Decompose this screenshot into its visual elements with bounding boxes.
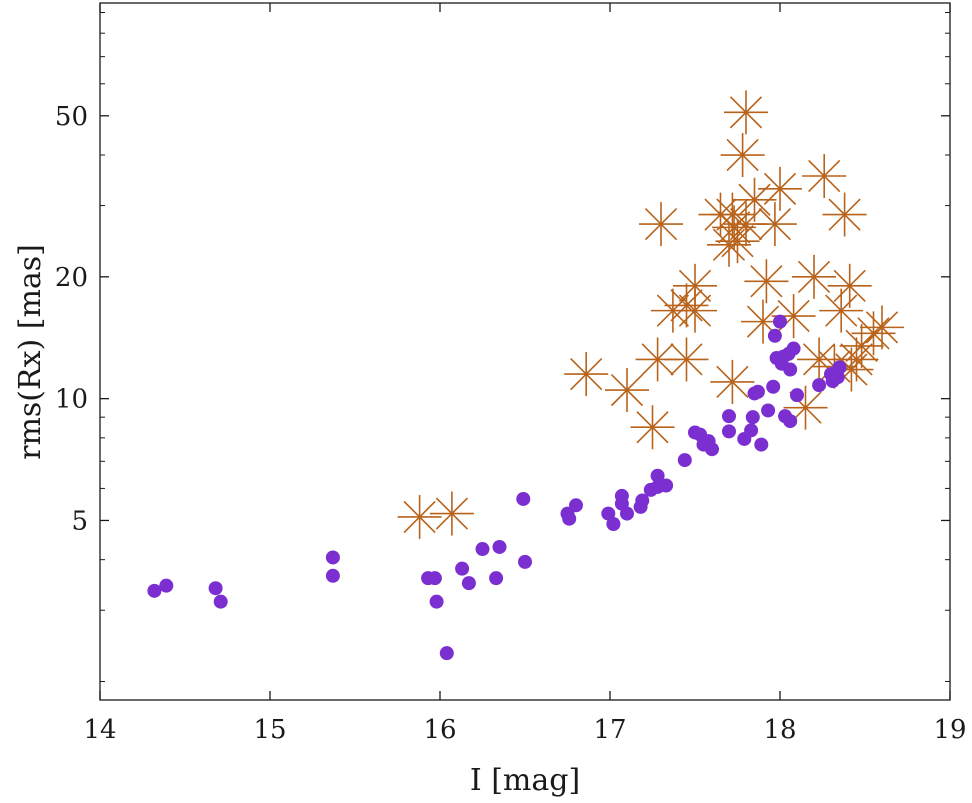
dot-point	[722, 424, 736, 439]
dot-point	[489, 571, 504, 586]
dot-point	[786, 341, 801, 356]
x-axis-title: I [mag]	[470, 763, 580, 798]
dot-point	[475, 542, 490, 557]
star-point	[639, 202, 683, 247]
dot-point	[659, 478, 674, 493]
dot-point	[562, 511, 577, 526]
x-tick-label: 19	[933, 715, 966, 745]
x-tick-label: 18	[763, 715, 796, 745]
star-point	[792, 254, 836, 299]
dot-point	[429, 594, 444, 609]
dot-point	[620, 506, 634, 521]
dot-point	[159, 578, 174, 593]
star-point	[707, 222, 751, 267]
dot-point	[677, 453, 692, 468]
dot-point	[518, 554, 532, 569]
dot-point	[773, 314, 787, 329]
star-point	[827, 263, 872, 308]
y-axis-title: rms(Rx) [mas]	[13, 244, 48, 460]
dot-point	[569, 498, 583, 513]
plot-background	[100, 3, 950, 700]
star-point	[429, 491, 474, 536]
dot-point	[783, 414, 798, 429]
dot-point	[722, 409, 736, 424]
dot-point	[812, 378, 827, 393]
dot-point	[832, 360, 847, 375]
star-point	[758, 166, 802, 211]
star-point	[635, 337, 680, 382]
star-point	[744, 259, 789, 304]
star-point	[710, 359, 755, 404]
star-point	[397, 494, 442, 539]
dot-point	[606, 517, 621, 532]
dot-point	[614, 488, 629, 503]
star-point	[724, 90, 768, 135]
dot-point	[325, 550, 340, 565]
x-tick-label: 17	[593, 715, 626, 745]
data-marks	[147, 90, 904, 661]
star-point	[752, 202, 797, 247]
dot-point	[635, 493, 650, 508]
x-tick-label: 16	[423, 715, 456, 745]
dot-point	[790, 388, 804, 403]
x-tick-label: 15	[253, 715, 286, 745]
dot-point	[455, 561, 470, 576]
star-point	[715, 219, 760, 264]
plot-frame	[99, 2, 951, 701]
dot-point	[766, 379, 781, 394]
star-point	[720, 133, 765, 178]
star-point	[664, 283, 709, 328]
dot-point	[439, 646, 454, 661]
x-tick-label: 14	[83, 715, 116, 745]
dot-point	[601, 506, 616, 521]
dot-point	[427, 571, 442, 586]
dot-point	[754, 437, 769, 452]
star-point	[564, 352, 609, 397]
star-point	[819, 288, 864, 333]
dot-point	[750, 384, 765, 399]
dot-point	[516, 491, 531, 506]
plot-area	[100, 3, 950, 700]
y-tick-label: 10	[55, 385, 88, 415]
dot-point	[767, 328, 782, 343]
dot-point	[783, 362, 798, 377]
star-point	[822, 192, 867, 237]
axes: 14 15 16 17 18 19 5 10 20 50	[55, 2, 967, 745]
dot-point	[705, 442, 719, 457]
dot-point	[761, 403, 776, 418]
dot-point	[650, 468, 665, 483]
star-point	[802, 153, 847, 198]
dot-point	[744, 423, 759, 438]
dot-point	[745, 410, 760, 425]
y-tick-label: 5	[71, 506, 88, 536]
dot-point	[147, 583, 162, 598]
dot-point	[325, 568, 340, 583]
dot-point	[213, 594, 228, 609]
star-point	[834, 337, 879, 382]
star-point	[664, 337, 709, 382]
star-point	[630, 405, 675, 450]
y-tick-label: 20	[55, 263, 88, 293]
dot-point	[492, 539, 507, 554]
dot-point	[461, 576, 476, 591]
star-point	[605, 368, 649, 413]
dot-point	[208, 581, 223, 596]
star-point	[860, 305, 904, 350]
y-tick-label: 50	[55, 102, 88, 132]
star-point	[673, 263, 717, 308]
